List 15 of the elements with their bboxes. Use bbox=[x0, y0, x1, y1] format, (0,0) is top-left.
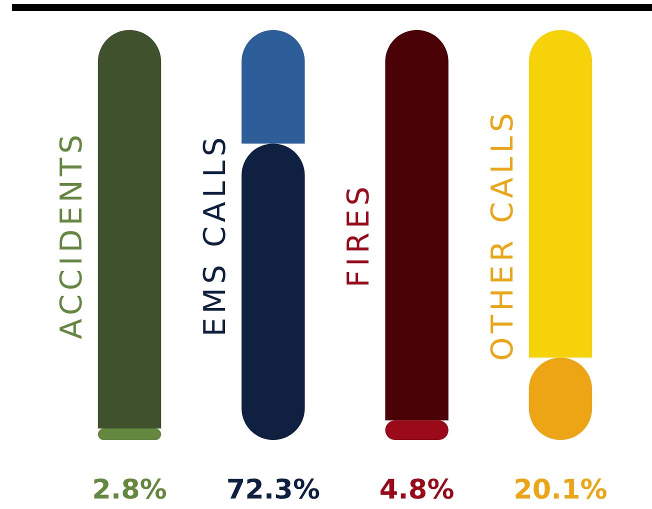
data-label: 20.1% bbox=[514, 474, 608, 506]
x-tick-label: OTHER CALLS bbox=[485, 109, 520, 361]
x-tick-label: FIRES bbox=[342, 182, 377, 288]
data-label: 72.3% bbox=[226, 474, 320, 506]
x-tick-label: ACCIDENTS bbox=[54, 130, 90, 340]
bar bbox=[98, 30, 162, 429]
bar bbox=[528, 30, 592, 358]
data-label: 2.8% bbox=[92, 474, 167, 506]
x-tick-label: EMS CALLS bbox=[198, 133, 234, 337]
bar bbox=[242, 144, 305, 440]
bar bbox=[98, 428, 162, 440]
bar bbox=[242, 30, 305, 144]
bar bbox=[385, 420, 448, 440]
data-label: 4.8% bbox=[379, 474, 454, 506]
bar bbox=[385, 30, 448, 420]
